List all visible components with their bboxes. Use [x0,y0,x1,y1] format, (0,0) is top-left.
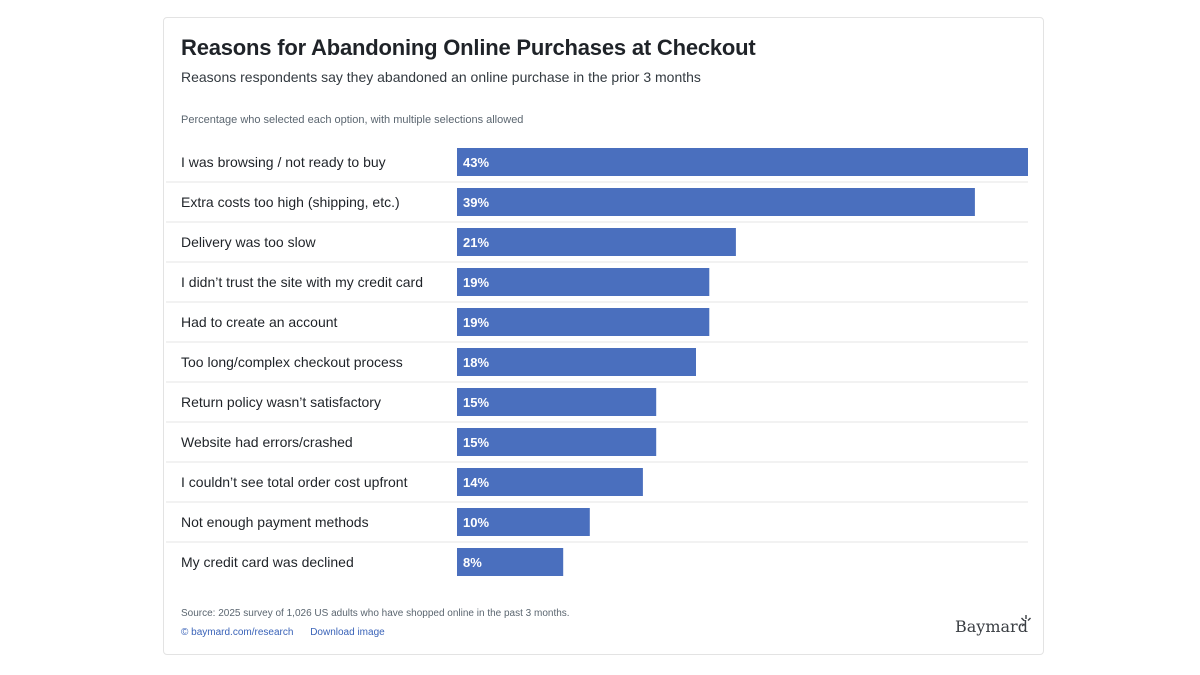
chart-card: Reasons for Abandoning Online Purchases … [163,17,1044,655]
bar [457,428,657,456]
bar [457,308,710,336]
source-note: Source: 2025 survey of 1,026 US adults w… [181,608,570,619]
chart-subtitle: Reasons respondents say they abandoned a… [181,69,701,85]
value-label: 19% [463,275,489,290]
category-label: I couldn’t see total order cost upfront [181,474,408,490]
category-label: Too long/complex checkout process [181,354,403,370]
value-label: 15% [463,395,489,410]
category-label: Delivery was too slow [181,234,316,250]
bar [457,348,696,376]
value-label: 10% [463,515,489,530]
bar [457,388,657,416]
value-label: 14% [463,475,489,490]
bar-chart: I was browsing / not ready to buy 43% Extr… [166,148,1028,576]
value-label: 19% [463,315,489,330]
bar [457,548,564,576]
category-label: I didn’t trust the site with my credit c… [181,274,423,290]
category-label: Not enough payment methods [181,514,369,530]
value-label: 18% [463,355,489,370]
bar [457,268,710,296]
bar [457,228,736,256]
category-label: My credit card was declined [181,554,354,570]
logo-spark-icon [1021,615,1031,627]
footer-links: © baymard.com/research Download image [181,627,385,638]
bar [457,468,643,496]
bar [457,508,590,536]
bar [457,188,975,216]
chart-title: Reasons for Abandoning Online Purchases … [181,35,756,60]
category-label: Website had errors/crashed [181,434,353,450]
value-label: 21% [463,235,489,250]
value-label: 39% [463,195,489,210]
category-label: I was browsing / not ready to buy [181,154,386,170]
category-label: Extra costs too high (shipping, etc.) [181,194,400,210]
download-image-link[interactable]: Download image [310,627,385,638]
category-label: Return policy wasn’t satisfactory [181,394,381,410]
chart-note: Percentage who selected each option, wit… [181,114,524,126]
baymard-logo: Baymard [955,617,1028,636]
value-label: 8% [463,555,482,570]
value-label: 43% [463,155,489,170]
research-link[interactable]: © baymard.com/research [181,627,294,638]
category-label: Had to create an account [181,314,338,330]
bar [457,148,1028,176]
value-label: 15% [463,435,489,450]
